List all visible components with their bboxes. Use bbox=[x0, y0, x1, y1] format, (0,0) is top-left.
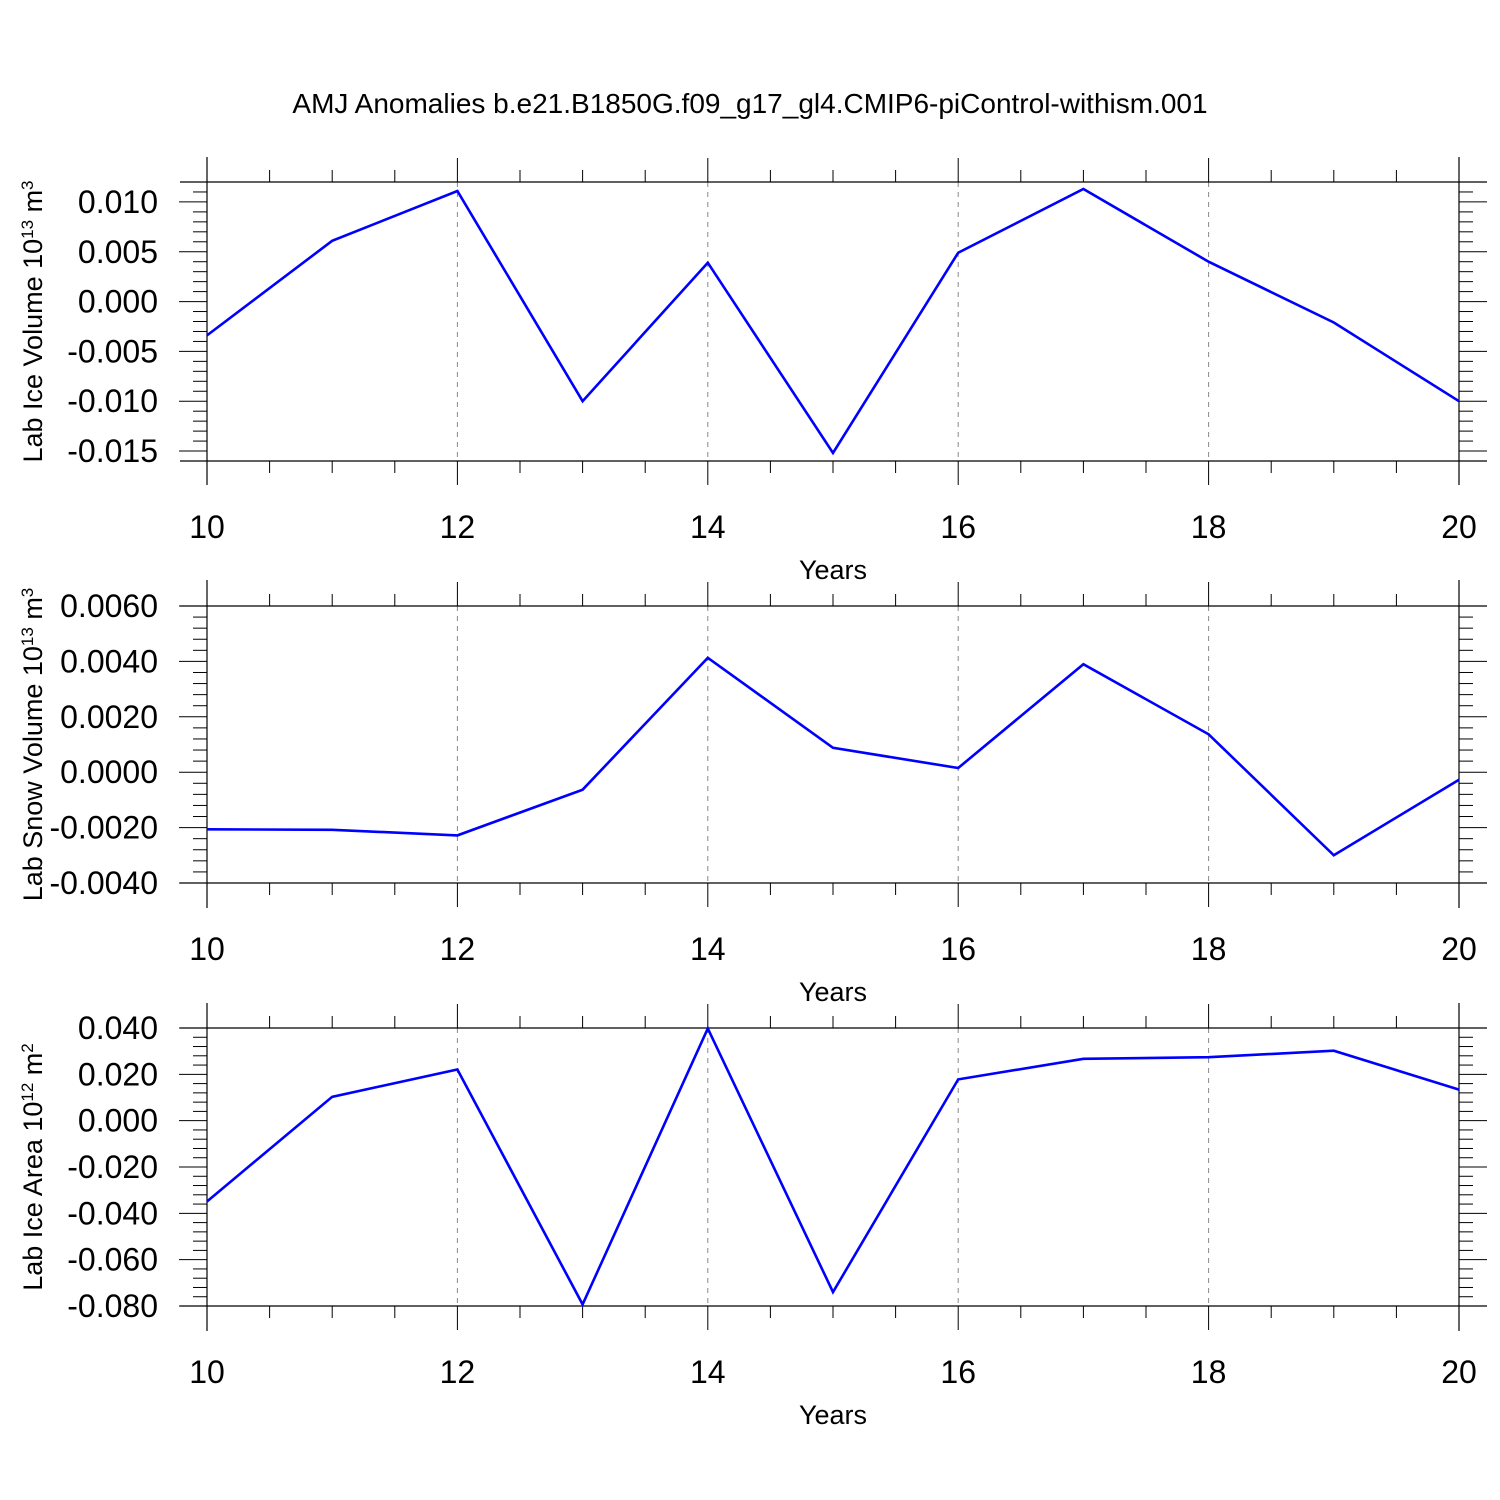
y-axis-title-superscript: 13 bbox=[18, 220, 37, 239]
chart-panel-3: -0.080 -0.060 -0.040 -0.020 0.000 0.020 0.040 1… bbox=[18, 1003, 1487, 1430]
x-tick-label: 14 bbox=[690, 509, 726, 545]
y-axis-title: Lab Snow Volume 1013 m3 bbox=[18, 588, 49, 902]
series-line bbox=[206, 656, 1460, 857]
chart-panel-1: -0.015 -0.010 -0.005 0.000 0.005 0.010 10 12 14 1… bbox=[18, 157, 1487, 585]
y-axis-title-superscript: 3 bbox=[18, 180, 37, 189]
x-tick-label: 20 bbox=[1441, 1354, 1477, 1390]
x-tick-label: 14 bbox=[690, 1354, 726, 1390]
chart-title: AMJ Anomalies b.e21.B1850G.f09_g17_gl4.C… bbox=[292, 88, 1208, 119]
x-tick-label: 12 bbox=[440, 931, 476, 967]
y-tick-label: -0.020 bbox=[67, 1149, 158, 1185]
y-tick-label: 0.005 bbox=[78, 234, 158, 270]
y-axis-title-superscript: 12 bbox=[18, 1083, 37, 1102]
y-tick-label: -0.0040 bbox=[49, 865, 158, 901]
x-tick-label: 20 bbox=[1441, 931, 1477, 967]
y-axis-title: Lab Ice Volume 1013 m3 bbox=[18, 180, 49, 462]
x-tick-label: 20 bbox=[1441, 509, 1477, 545]
y-axis-title-part: Lab Ice Area 10 bbox=[18, 1102, 48, 1291]
chart-panel-2: -0.0040 -0.0020 0.0000 0.0020 0.0040 0.0060 10… bbox=[18, 580, 1487, 1007]
y-axis-title-part: m bbox=[18, 597, 48, 627]
x-tick-label: 18 bbox=[1191, 931, 1227, 967]
series-line bbox=[206, 187, 1460, 456]
x-axis-title: Years bbox=[799, 1400, 867, 1430]
x-tick-label: 10 bbox=[189, 1354, 225, 1390]
y-tick-label: 0.0020 bbox=[60, 699, 158, 735]
y-tick-label: -0.010 bbox=[67, 383, 158, 419]
x-tick-label: 14 bbox=[690, 931, 726, 967]
y-axis-title-superscript: 13 bbox=[18, 627, 37, 646]
y-tick-label: 0.000 bbox=[78, 284, 158, 320]
x-tick-label: 16 bbox=[940, 509, 976, 545]
y-axis-title-superscript: 3 bbox=[18, 588, 37, 597]
x-tick-label: 16 bbox=[940, 931, 976, 967]
y-axis-title-part: m bbox=[18, 190, 48, 220]
y-tick-label: -0.080 bbox=[67, 1288, 158, 1324]
y-tick-label: 0.0000 bbox=[60, 754, 158, 790]
y-tick-label: 0.010 bbox=[78, 184, 158, 220]
y-axis-title: Lab Ice Area 1012 m2 bbox=[18, 1043, 49, 1291]
y-tick-label: 0.020 bbox=[78, 1056, 158, 1092]
y-tick-label: 0.000 bbox=[78, 1103, 158, 1139]
x-axis-title: Years bbox=[799, 977, 867, 1007]
series-line bbox=[206, 1025, 1460, 1308]
y-tick-label: -0.060 bbox=[67, 1242, 158, 1278]
y-tick-label: 0.0040 bbox=[60, 643, 158, 679]
y-axis-title-part: Lab Ice Volume 10 bbox=[18, 239, 48, 463]
x-tick-label: 12 bbox=[440, 509, 476, 545]
y-tick-label: -0.040 bbox=[67, 1195, 158, 1231]
y-tick-label: 0.040 bbox=[78, 1010, 158, 1046]
y-tick-label: -0.005 bbox=[67, 333, 158, 369]
x-tick-label: 18 bbox=[1191, 1354, 1227, 1390]
y-tick-label: 0.0060 bbox=[60, 588, 158, 624]
y-axis-title-superscript: 2 bbox=[18, 1043, 37, 1052]
y-axis-title-part: m bbox=[18, 1053, 48, 1083]
x-tick-label: 16 bbox=[940, 1354, 976, 1390]
x-axis-title: Years bbox=[799, 555, 867, 585]
x-tick-label: 18 bbox=[1191, 509, 1227, 545]
y-axis-title-part: Lab Snow Volume 10 bbox=[18, 646, 48, 901]
y-tick-label: -0.0020 bbox=[49, 810, 158, 846]
y-tick-label: -0.015 bbox=[67, 433, 158, 469]
x-tick-label: 10 bbox=[189, 931, 225, 967]
x-tick-label: 12 bbox=[440, 1354, 476, 1390]
x-tick-label: 10 bbox=[189, 509, 225, 545]
